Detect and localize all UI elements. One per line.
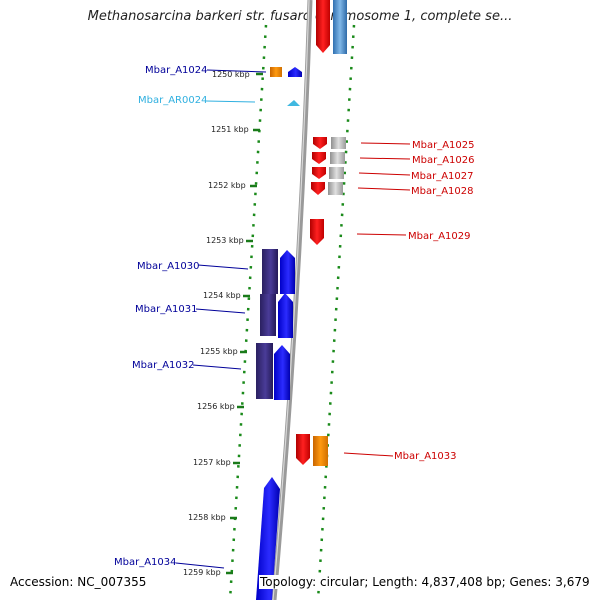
gene-top-partial-red[interactable] bbox=[316, 0, 330, 53]
position-label: 1259 kbp bbox=[183, 568, 221, 577]
position-label: 1257 kbp bbox=[193, 458, 231, 467]
gene-Mbar_A1033[interactable] bbox=[296, 434, 328, 466]
gene-label: Mbar_A1028 bbox=[411, 186, 474, 197]
gene-Mbar_A1025[interactable] bbox=[313, 137, 346, 149]
gene-Mbar_A1027[interactable] bbox=[312, 167, 344, 179]
gene-label: Mbar_AR0024 bbox=[138, 95, 207, 106]
position-label: 1256 kbp bbox=[197, 402, 235, 411]
gene-label: Mbar_A1029 bbox=[408, 231, 471, 242]
gene-Mbar_A1026[interactable] bbox=[312, 152, 345, 164]
gene-label: Mbar_A1031 bbox=[135, 304, 198, 315]
gene-label: Mbar_A1026 bbox=[412, 155, 475, 166]
gene-label: Mbar_A1034 bbox=[114, 557, 177, 568]
gene-top-partial-steel[interactable] bbox=[333, 0, 347, 54]
position-label: 1251 kbp bbox=[211, 125, 249, 134]
position-label: 1258 kbp bbox=[188, 513, 226, 522]
position-labels: 1250 kbp 1251 kbp 1252 kbp 1253 kbp 1254… bbox=[183, 70, 250, 577]
gene-label: Mbar_A1033 bbox=[394, 451, 457, 462]
position-ticks bbox=[226, 72, 263, 575]
gene-Mbar_A1024[interactable] bbox=[270, 67, 302, 77]
position-label: 1253 kbp bbox=[206, 236, 244, 245]
gene-label: Mbar_A1030 bbox=[137, 261, 200, 272]
label-leader-lines bbox=[175, 69, 411, 569]
position-label: 1255 kbp bbox=[200, 347, 238, 356]
position-label: 1252 kbp bbox=[208, 181, 246, 190]
gene-label: Mbar_A1027 bbox=[411, 171, 474, 182]
gene-labels: Mbar_A1024 Mbar_AR0024 Mbar_A1025 Mbar_A… bbox=[114, 65, 475, 568]
gene-Mbar_A1032[interactable] bbox=[256, 343, 290, 400]
position-label: 1250 kbp bbox=[212, 70, 250, 79]
gene-Mbar_A1028[interactable] bbox=[311, 182, 343, 195]
gene-Mbar_A1029[interactable] bbox=[310, 219, 324, 245]
gene-label: Mbar_A1024 bbox=[145, 65, 208, 76]
gene-label: Mbar_A1025 bbox=[412, 140, 475, 151]
gene-Mbar_A1034[interactable] bbox=[256, 477, 280, 600]
gene-Mbar_A1030[interactable] bbox=[262, 249, 295, 294]
dotted-track-guides bbox=[228, 24, 356, 600]
topology-text: Topology: circular; Length: 4,837,408 bp… bbox=[259, 575, 591, 589]
accession-text: Accession: NC_007355 bbox=[9, 575, 148, 589]
gene-Mbar_AR0024[interactable] bbox=[287, 100, 300, 106]
gene-Mbar_A1031[interactable] bbox=[260, 293, 293, 338]
map-title: Methanosarcina barkeri str. fusaro chrom… bbox=[87, 9, 513, 24]
genome-backbone bbox=[271, 0, 313, 600]
position-label: 1254 kbp bbox=[203, 291, 241, 300]
gene-label: Mbar_A1032 bbox=[132, 360, 195, 371]
